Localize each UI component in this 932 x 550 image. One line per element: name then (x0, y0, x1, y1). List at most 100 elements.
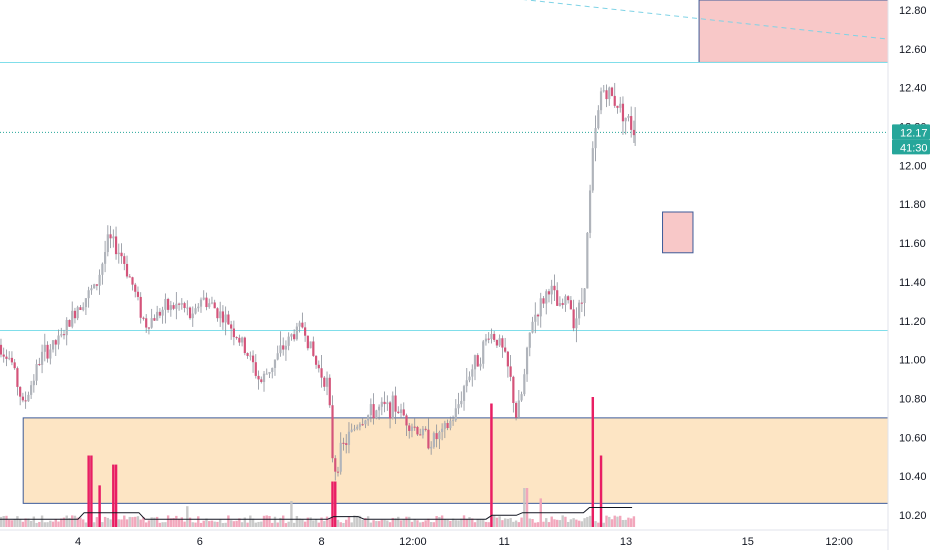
volume-bar (369, 522, 373, 527)
candle (35, 359, 38, 386)
candle (164, 293, 167, 324)
candle-body (504, 347, 507, 352)
candle (580, 287, 583, 313)
volume-bar (413, 519, 416, 527)
candle (309, 341, 312, 349)
candle-body (624, 117, 627, 122)
volume-bar (610, 519, 614, 527)
candle-body (375, 410, 378, 419)
volume-bar (35, 522, 38, 527)
candle (610, 86, 614, 97)
candle (399, 403, 403, 419)
volume-bar (188, 517, 192, 527)
last-price-badge: 12.17 41:30 (892, 124, 930, 155)
candle-body (84, 298, 88, 308)
volume-bar (501, 520, 504, 527)
volume-bar (545, 518, 548, 527)
candle (567, 295, 570, 304)
volume-bar (125, 519, 129, 527)
candle-body (273, 359, 277, 368)
candle-body (545, 291, 548, 304)
candle-body (180, 303, 183, 305)
candle (528, 332, 531, 357)
candle-body (158, 311, 161, 316)
volume-bar (451, 518, 455, 527)
candle-body (512, 376, 515, 403)
candle-body (131, 277, 134, 285)
candle (246, 352, 249, 359)
candle-body (177, 303, 181, 305)
candle (260, 376, 263, 384)
candle-body (271, 367, 274, 372)
time-axis[interactable]: 4 6 8 12:00 11 13 15 12:00 (0, 529, 888, 548)
candle-body (161, 309, 164, 316)
volume-bar (594, 521, 597, 527)
volume-bar (199, 522, 203, 527)
price-tick-label: 12.40 (899, 83, 927, 95)
volume-bar (454, 520, 458, 527)
candle (145, 314, 148, 333)
price-tick-label: 12.80 (899, 5, 927, 17)
volume-bar (386, 520, 389, 527)
volume-bar (473, 522, 477, 527)
candle (473, 354, 477, 381)
candle-body (473, 355, 477, 370)
volume-bar (462, 515, 466, 527)
price-tick-label: 12.60 (899, 44, 927, 56)
candle (68, 319, 71, 327)
candle (227, 310, 230, 325)
candle (547, 288, 551, 303)
candle (402, 402, 405, 417)
candle-body (547, 291, 551, 295)
volume-bar-high (114, 464, 118, 527)
candle-body (621, 103, 625, 122)
candle (128, 274, 131, 278)
candle (465, 368, 468, 393)
candle-body (175, 303, 178, 309)
candle-body (367, 415, 370, 421)
candle (175, 292, 178, 320)
volume-bar (372, 520, 375, 527)
volume-bar (249, 515, 252, 527)
candle-body (240, 337, 244, 343)
candle (90, 284, 93, 295)
volume-bar (476, 519, 479, 527)
volume-bar (65, 515, 68, 527)
candle (449, 416, 452, 431)
candle (147, 327, 151, 335)
volume-bar (418, 522, 422, 527)
candle-body (24, 400, 27, 402)
time-tick-label: 12:00 (399, 536, 427, 548)
candles-layer (0, 82, 636, 481)
candle-body (142, 317, 145, 319)
volume-bar (457, 520, 460, 527)
volume-bar (197, 516, 200, 527)
volume-bar (408, 516, 411, 527)
candle (312, 336, 315, 357)
candle (51, 340, 55, 353)
candle (512, 375, 515, 413)
candle-body (630, 116, 633, 130)
candle-body (578, 302, 581, 319)
candle-body (167, 298, 170, 310)
candle-body (38, 364, 41, 366)
candle-body (57, 335, 60, 345)
volume-bar (569, 519, 573, 527)
volume-bar (619, 515, 622, 527)
volume-bar (150, 517, 153, 527)
candle (613, 82, 616, 108)
volume-bar-high (87, 455, 90, 527)
candle (10, 351, 14, 366)
volume-bar (235, 520, 238, 527)
volume-bar (492, 515, 496, 527)
candle-body (427, 429, 430, 449)
candle (386, 395, 389, 411)
volume-bar (421, 521, 425, 527)
candle-body (169, 305, 172, 310)
candle (608, 86, 611, 106)
candle-body (238, 337, 241, 343)
candle-body (476, 355, 479, 367)
candle-body (49, 349, 52, 359)
